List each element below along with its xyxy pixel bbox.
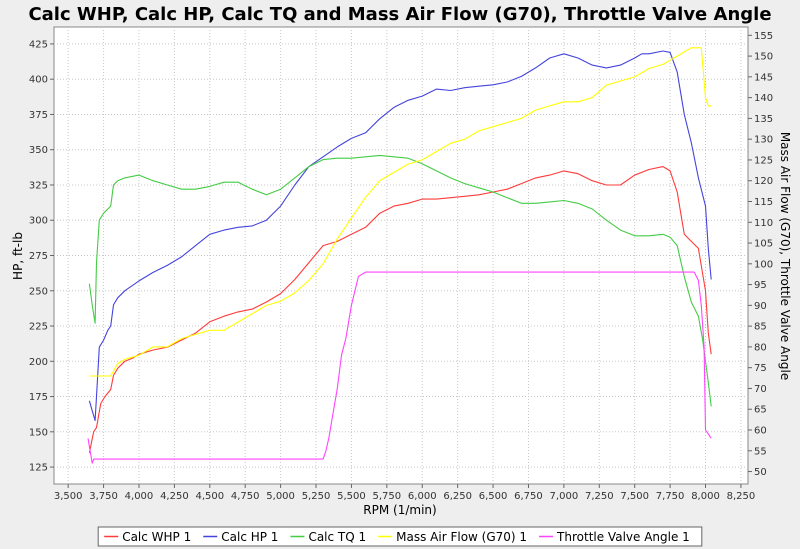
y-left-axis-label: HP, ft-lb xyxy=(11,232,25,280)
x-tick-label: 4,500 xyxy=(195,491,224,502)
x-tick-label: 7,000 xyxy=(550,491,579,502)
y-right-tick-label: 135 xyxy=(754,114,773,125)
y-right-tick-label: 115 xyxy=(754,197,773,208)
x-tick-label: 5,250 xyxy=(302,491,331,502)
series-line-0 xyxy=(88,166,712,454)
y-left-tick-label: 425 xyxy=(29,39,48,50)
x-tick-label: 4,250 xyxy=(160,491,189,502)
y-right-tick-label: 85 xyxy=(754,322,767,333)
x-tick-label: 6,250 xyxy=(443,491,472,502)
y-right-tick-label: 125 xyxy=(754,155,773,166)
x-tick-label: 6,750 xyxy=(514,491,543,502)
legend-label-1: Calc HP 1 xyxy=(221,530,278,544)
grid-layer xyxy=(54,27,748,484)
y-right-tick-label: 100 xyxy=(754,259,773,270)
x-tick-label: 3,500 xyxy=(54,491,83,502)
y-right-tick-label: 95 xyxy=(754,280,767,291)
y-right-tick-label: 105 xyxy=(754,239,773,250)
y-right-tick-label: 55 xyxy=(754,446,767,457)
x-tick-label: 5,500 xyxy=(337,491,366,502)
x-tick-label: 4,750 xyxy=(231,491,260,502)
legend-label-3: Mass Air Flow (G70) 1 xyxy=(396,530,527,544)
legend-label-2: Calc TQ 1 xyxy=(308,530,366,544)
x-tick-label: 6,000 xyxy=(408,491,437,502)
series-line-2 xyxy=(88,154,712,407)
y-right-tick-label: 50 xyxy=(754,467,767,478)
x-tick-label: 5,000 xyxy=(266,491,295,502)
series-line-3 xyxy=(89,47,712,377)
x-tick-label: 3,750 xyxy=(89,491,118,502)
legend-label-4: Throttle Valve Angle 1 xyxy=(556,530,690,544)
series-line-1 xyxy=(88,50,712,422)
x-axis-label: RPM (1/min) xyxy=(363,503,436,517)
y-right-axis-ticks: 50 55 60 65 70 75 80 85 90 95 100 105 110 115 120 125 13… xyxy=(748,31,773,478)
y-left-tick-label: 125 xyxy=(29,463,48,474)
y-left-tick-label: 200 xyxy=(29,357,48,368)
y-right-tick-label: 90 xyxy=(754,301,767,312)
legend: Calc WHP 1 Calc HP 1 Calc TQ 1 Mass Air Flo… xyxy=(97,526,703,547)
y-right-axis-label: Mass Air Flow (G70), Throttle Valve Angl… xyxy=(778,132,792,380)
y-left-tick-label: 325 xyxy=(29,180,48,191)
y-right-tick-label: 120 xyxy=(754,176,773,187)
y-left-tick-label: 350 xyxy=(29,145,48,156)
y-left-tick-label: 250 xyxy=(29,286,48,297)
y-left-tick-label: 400 xyxy=(29,75,48,86)
y-right-tick-label: 145 xyxy=(754,72,773,83)
y-left-tick-label: 150 xyxy=(29,427,48,438)
series-line-4 xyxy=(87,271,712,464)
x-tick-label: 5,750 xyxy=(373,491,402,502)
y-right-tick-label: 150 xyxy=(754,52,773,63)
y-left-tick-label: 275 xyxy=(29,251,48,262)
x-tick-label: 8,250 xyxy=(727,491,756,502)
x-tick-label: 6,500 xyxy=(479,491,508,502)
y-right-tick-label: 75 xyxy=(754,363,767,374)
x-tick-label: 4,000 xyxy=(125,491,154,502)
series-layer xyxy=(87,47,712,464)
y-left-axis-ticks: 125 150 175 200 225 250 275 300 325 350 375 400 425 xyxy=(29,39,54,474)
y-right-tick-label: 140 xyxy=(754,93,773,104)
y-left-tick-label: 225 xyxy=(29,322,48,333)
plot-area xyxy=(53,26,749,485)
y-right-tick-label: 70 xyxy=(754,384,767,395)
x-tick-label: 7,500 xyxy=(620,491,649,502)
x-axis-ticks: 3,500 3,750 4,000 4,250 4,500 4,750 5,000 5,250… xyxy=(54,484,755,502)
y-left-tick-label: 175 xyxy=(29,392,48,403)
x-tick-label: 7,750 xyxy=(656,491,685,502)
y-right-tick-label: 155 xyxy=(754,31,773,42)
x-tick-label: 8,000 xyxy=(691,491,720,502)
legend-box xyxy=(97,526,703,547)
y-right-tick-label: 80 xyxy=(754,342,767,353)
y-left-tick-label: 375 xyxy=(29,110,48,121)
y-right-tick-label: 110 xyxy=(754,218,773,229)
y-right-tick-label: 65 xyxy=(754,405,767,416)
x-tick-label: 7,250 xyxy=(585,491,614,502)
chart-title: Calc WHP, Calc HP, Calc TQ and Mass Air … xyxy=(28,4,771,25)
y-left-tick-label: 300 xyxy=(29,216,48,227)
legend-label-0: Calc WHP 1 xyxy=(122,530,191,544)
y-right-tick-label: 60 xyxy=(754,425,767,436)
y-right-tick-label: 130 xyxy=(754,135,773,146)
